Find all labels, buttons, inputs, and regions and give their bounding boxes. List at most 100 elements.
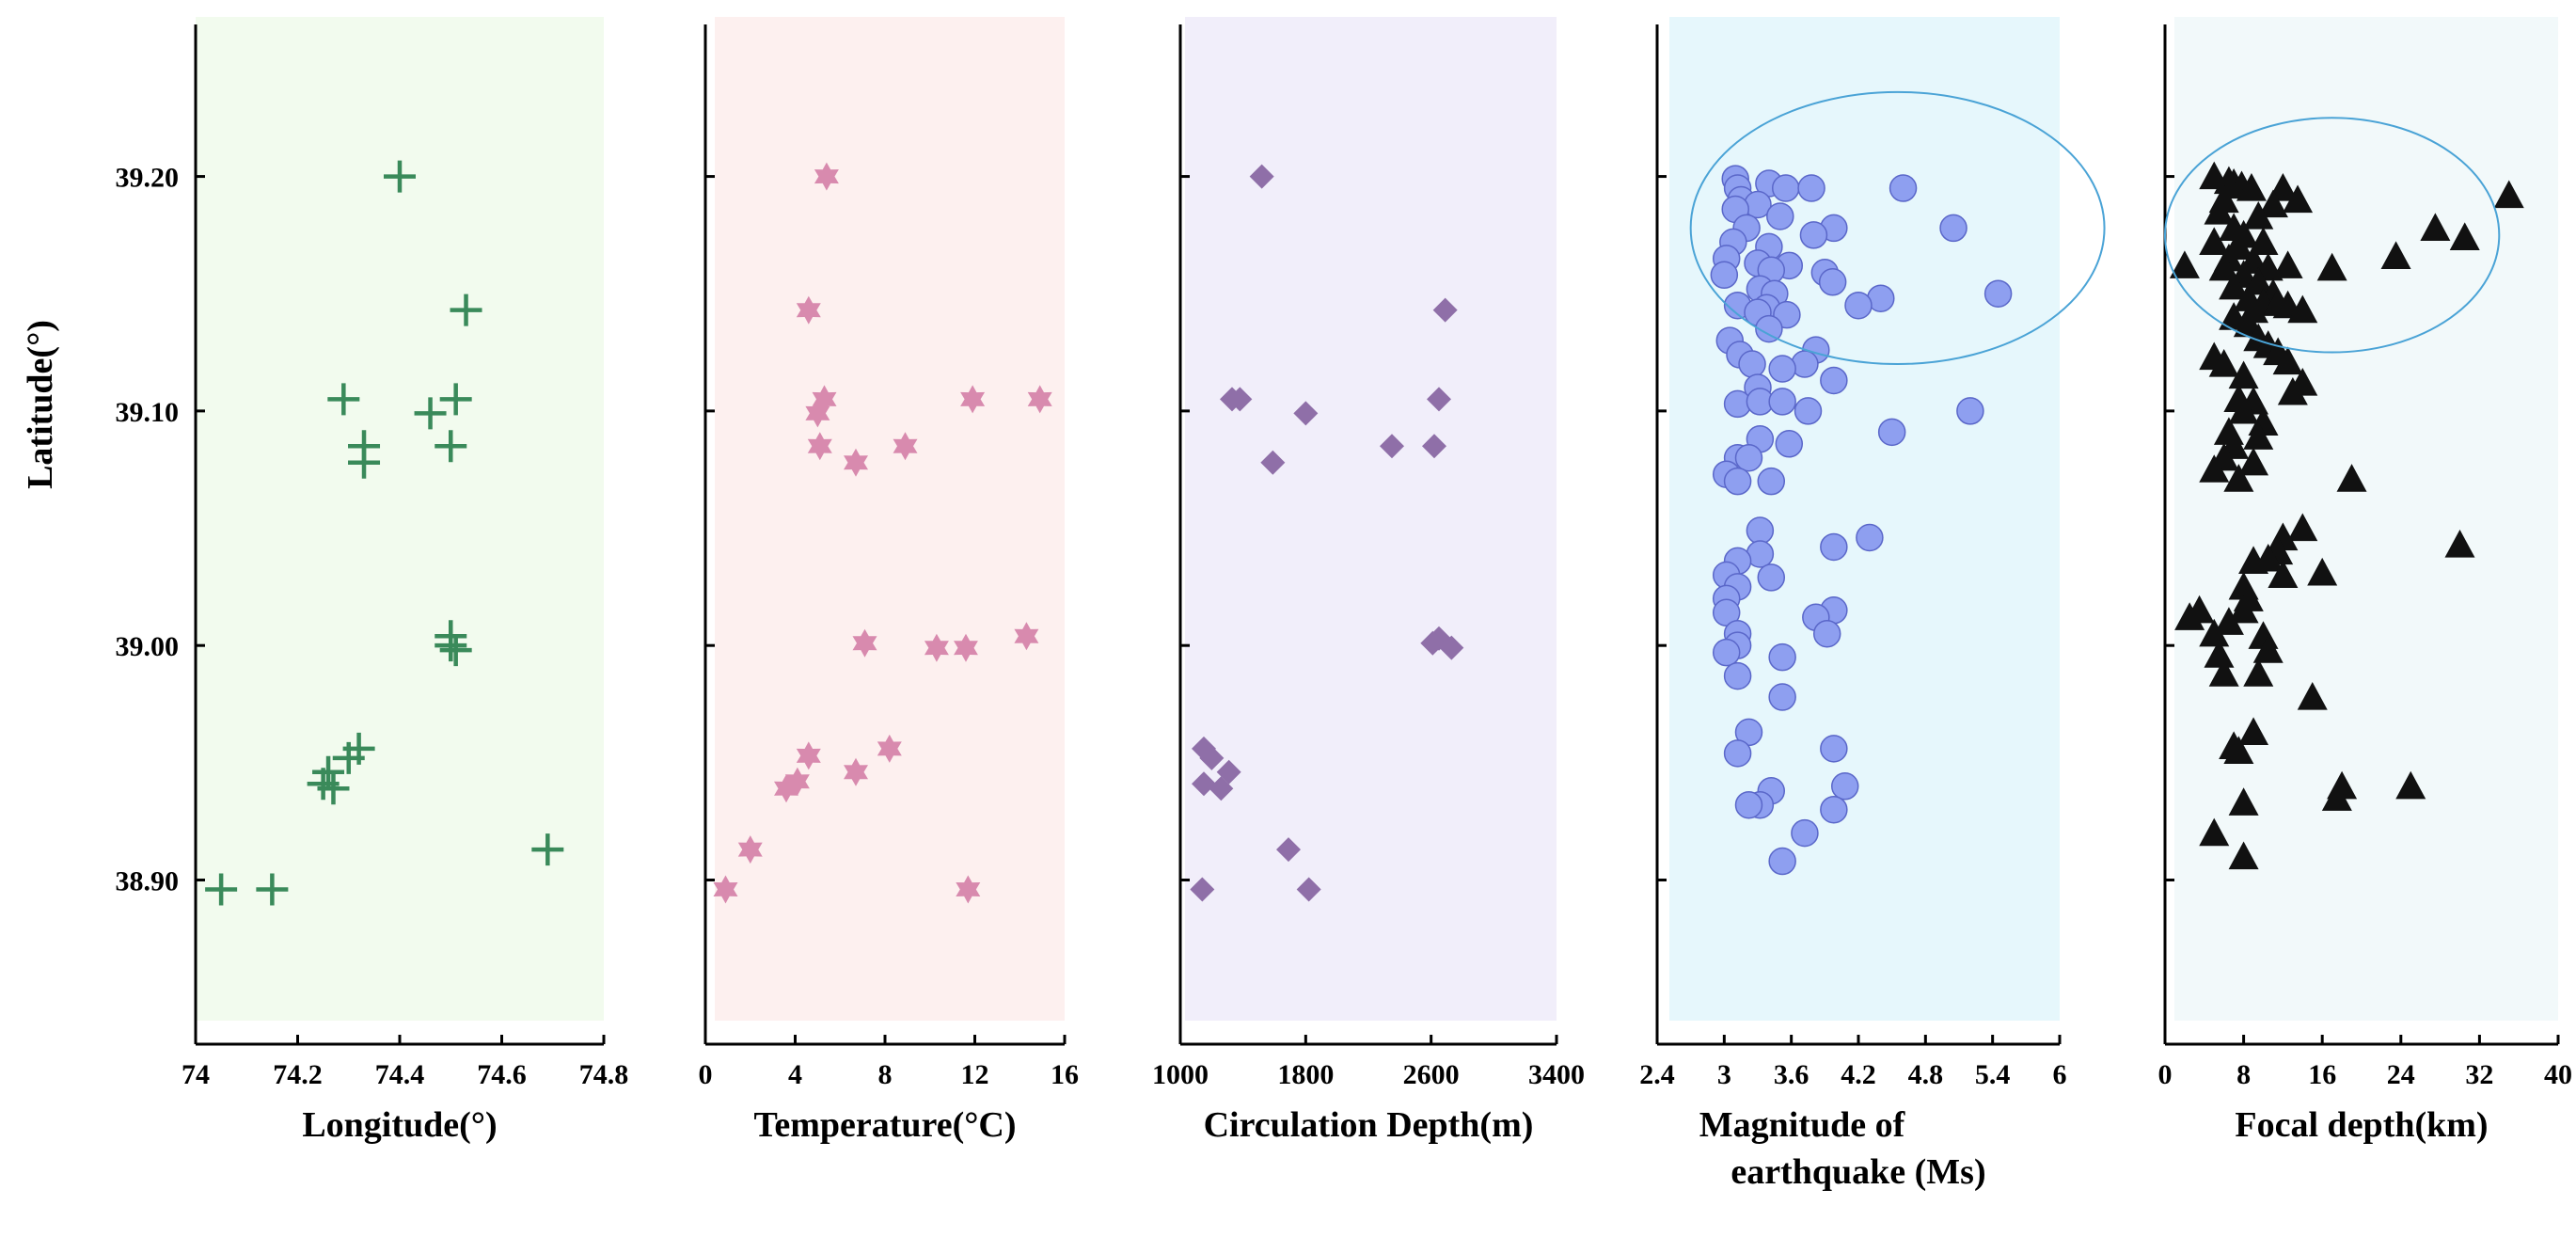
circulation-data-point	[1432, 297, 1458, 323]
temperature-data-point	[924, 633, 949, 662]
magnitude-x-tick-label: 6	[2053, 1059, 2067, 1090]
circulation-data-point	[1380, 434, 1404, 459]
focal-data-point	[2283, 184, 2314, 214]
focal-data-point	[2199, 618, 2230, 647]
panels-group: 38.90 39.00 39.10 39.20 74 74.2 74.4 74.6 74.8 Lo…	[116, 17, 2572, 1192]
longitude-x-tick-label: 74.2	[273, 1059, 323, 1090]
magnitude-data-point	[1791, 818, 1819, 848]
magnitude-x-tick-label: 4.2	[1841, 1059, 1876, 1090]
magnitude-data-point	[1746, 516, 1775, 545]
longitude-x-axis-label: Longitude(°)	[302, 1105, 497, 1145]
focal-data-point	[2228, 787, 2259, 816]
focal-data-point	[2395, 770, 2426, 800]
longitude-data-point	[317, 772, 350, 805]
focal-data-point	[2336, 464, 2367, 492]
longitude-data-point	[348, 446, 381, 479]
temperature-data-point	[796, 295, 821, 325]
focal-data-point	[2252, 635, 2284, 663]
focal-x-axis-label: Focal depth(km)	[2235, 1105, 2488, 1145]
temperature-data-point	[960, 385, 986, 414]
magnitude-data-point	[1820, 532, 1848, 562]
temperature-background	[715, 17, 1065, 1021]
focal-data-point	[2287, 294, 2318, 324]
focal-data-point	[2449, 222, 2480, 250]
focal-data-point	[2238, 717, 2269, 746]
focal-data-point	[2420, 213, 2451, 242]
magnitude-data-point	[1757, 563, 1786, 592]
focal-data-point	[2199, 817, 2230, 847]
circulation-data-point	[1439, 635, 1464, 660]
focal-data-point	[2228, 841, 2259, 870]
temperature-data-point	[713, 875, 738, 904]
focal-data-point	[2236, 173, 2267, 201]
focal-data-point	[2277, 376, 2308, 405]
circulation-data-point	[1260, 450, 1286, 475]
magnitude-data-point	[1939, 214, 1968, 243]
focal-data-point	[2238, 546, 2269, 575]
longitude-data-point	[435, 430, 467, 463]
focal-data-point	[2287, 513, 2318, 542]
focal-data-point	[2204, 196, 2235, 225]
magnitude-data-point	[1830, 772, 1859, 801]
longitude-data-point	[531, 833, 564, 866]
circulation-data-point	[1296, 877, 1321, 902]
magnitude-data-point	[1889, 174, 1918, 202]
magnitude-data-point	[1775, 430, 1804, 458]
focal-x-tick-label: 0	[2158, 1059, 2173, 1090]
magnitude-data-point	[1723, 661, 1752, 690]
magnitude-data-point	[1766, 202, 1794, 230]
magnitude-data-point	[1791, 350, 1819, 378]
focal-data-point	[2228, 595, 2259, 624]
longitude-data-point	[439, 383, 472, 416]
magnitude-data-point	[1820, 735, 1848, 763]
magnitude-data-point	[1710, 261, 1739, 290]
circulation-data-point	[1227, 387, 1253, 412]
y-tick-label: 39.00	[116, 631, 180, 662]
focal-data-point	[2208, 252, 2239, 281]
magnitude-data-point	[1723, 467, 1752, 496]
temperature-x-tick-label: 16	[1051, 1059, 1079, 1090]
focal-x-tick-label: 32	[2465, 1059, 2493, 1090]
circulation-x-axis-label: Circulation Depth(m)	[1204, 1105, 1534, 1145]
longitude-data-point	[439, 634, 472, 667]
focal-data-point	[2493, 180, 2524, 209]
circulation-data-point	[1422, 434, 1446, 459]
focal-data-point	[2243, 200, 2274, 230]
panel-temperature: 0 4 8 12 16 Temperature(°C)	[699, 17, 1079, 1145]
magnitude-x-tick-label: 3.6	[1774, 1059, 1810, 1090]
focal-background	[2174, 17, 2558, 1021]
magnitude-data-point	[1757, 467, 1786, 496]
circulation-background	[1185, 17, 1557, 1021]
temperature-x-tick-label: 8	[878, 1059, 893, 1090]
focal-data-point	[2268, 560, 2299, 588]
temperature-data-point	[737, 835, 763, 864]
focal-data-point	[2223, 464, 2254, 492]
focal-data-point	[2316, 252, 2347, 281]
circulation-x-tick-label: 2600	[1403, 1059, 1460, 1090]
focal-data-point	[2272, 346, 2303, 375]
panel-focal: 0 8 16 24 32 40 Focal depth(km)	[2158, 17, 2572, 1145]
magnitude-data-point	[1820, 795, 1848, 824]
longitude-x-tick-label: 74.4	[375, 1059, 425, 1090]
temperature-data-point	[784, 767, 810, 796]
circulation-x-tick-label: 1800	[1277, 1059, 1334, 1090]
magnitude-x-axis-label: earthquake (Ms)	[1731, 1152, 1985, 1192]
temperature-data-point	[796, 741, 821, 770]
circulation-data-point	[1293, 401, 1319, 426]
circulation-data-point	[1420, 630, 1446, 656]
temperature-data-point	[852, 628, 877, 658]
temperature-data-point	[1027, 385, 1052, 414]
magnitude-data-point	[1956, 397, 1984, 425]
magnitude-data-point	[1734, 443, 1763, 472]
circulation-x-tick-label: 3400	[1528, 1059, 1585, 1090]
focal-data-point	[2307, 557, 2338, 586]
temperature-data-point	[1014, 622, 1039, 651]
circulation-x-tick-label: 1000	[1152, 1059, 1209, 1090]
longitude-data-point	[414, 397, 447, 430]
magnitude-data-point	[1794, 397, 1823, 425]
magnitude-data-point	[1755, 314, 1783, 343]
longitude-x-tick-label: 74.6	[477, 1059, 527, 1090]
focal-data-point	[2297, 682, 2328, 710]
magnitude-data-point	[1768, 388, 1796, 416]
magnitude-data-point	[1812, 619, 1841, 648]
